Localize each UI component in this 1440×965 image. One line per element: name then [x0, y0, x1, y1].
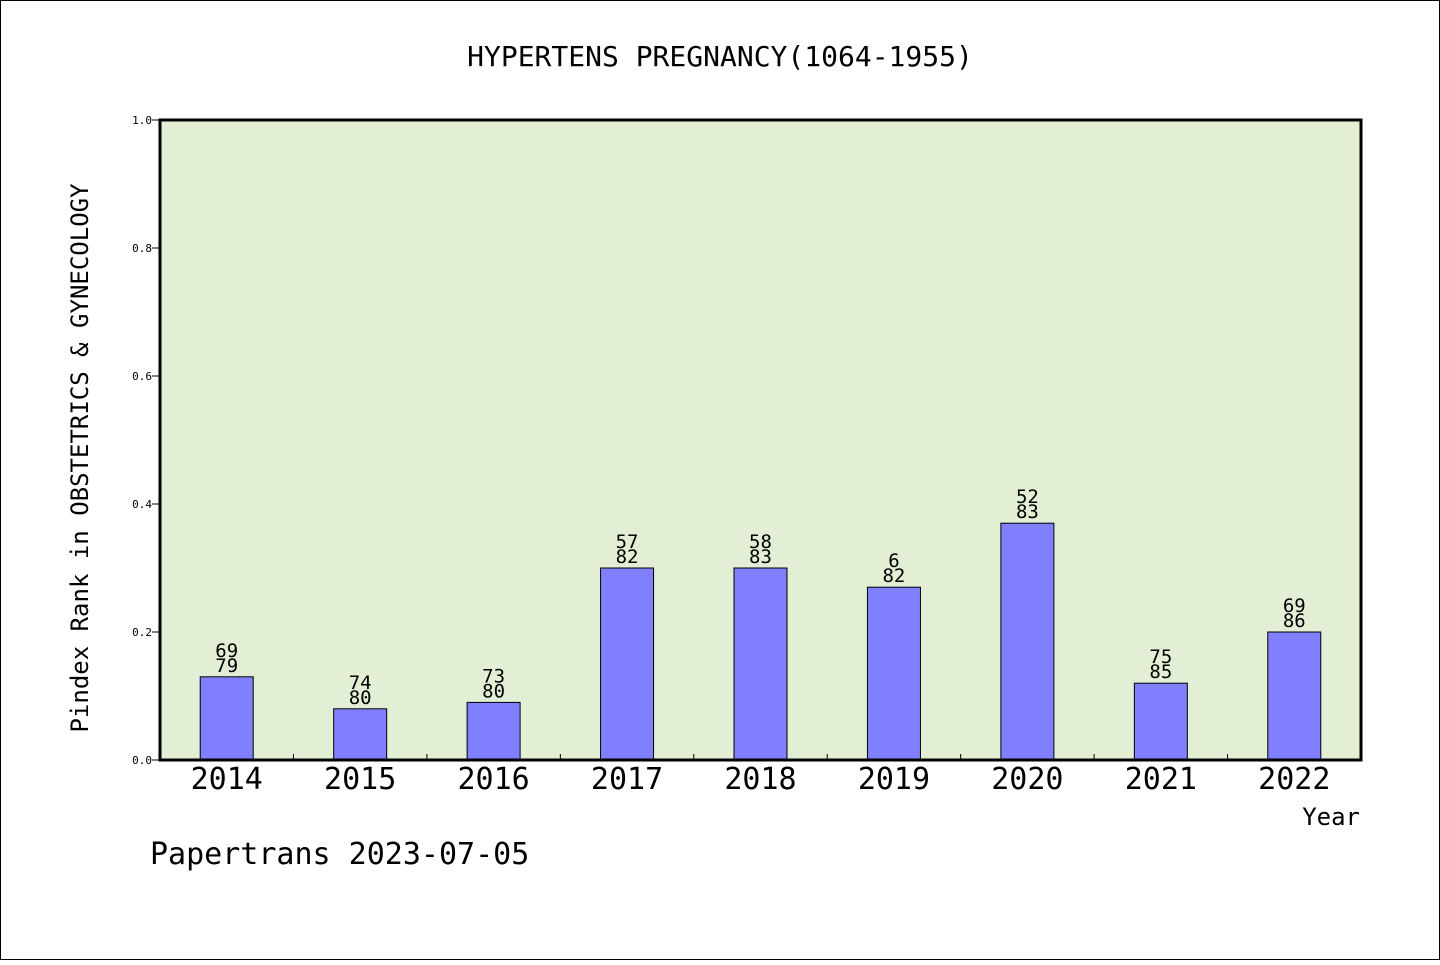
y-axis: 0.0 0.2 0.4 0.6 0.8 1.0: [132, 114, 160, 767]
x-tick-label: 2021: [1125, 762, 1197, 797]
bar-2015: [333, 708, 388, 761]
x-tick-label: 2022: [1258, 762, 1330, 797]
x-tick-label: 2017: [591, 762, 663, 797]
bar-label-top: 69: [1283, 595, 1306, 617]
bar-2017: [600, 567, 655, 761]
x-tick-label: 2020: [991, 762, 1063, 797]
bar-label-bottom: 83: [749, 546, 772, 568]
bar-label-bottom: 80: [349, 687, 372, 709]
bar-2022: [1267, 631, 1322, 761]
bar-2018: [733, 567, 788, 761]
bar-label-bottom: 80: [482, 680, 505, 702]
bar-label-top: 6: [888, 550, 899, 572]
x-axis: 2014 2015 2016 2017 2018 2019 2020 2021 2022: [191, 754, 1330, 797]
bar-label-bottom: 79: [215, 655, 238, 677]
bar-2020: [1000, 522, 1055, 761]
bar-label-top: 52: [1016, 486, 1039, 508]
x-tick-label: 2016: [457, 762, 529, 797]
y-tick-label: 1.0: [132, 114, 152, 127]
footer-text: Papertrans 2023-07-05: [150, 837, 529, 872]
bar-label-bottom: 82: [616, 546, 639, 568]
bar-2016: [466, 701, 521, 761]
bar-label-top: 74: [349, 672, 372, 694]
x-tick-label: 2019: [858, 762, 930, 797]
bar-2014: [199, 676, 254, 761]
plot-border: [158, 118, 1363, 762]
bar-label-top: 57: [616, 531, 639, 553]
x-axis-label: Year: [1302, 803, 1360, 831]
bar-label-top: 69: [215, 640, 238, 662]
bar-2019: [866, 586, 921, 761]
y-tick-label: 0.8: [132, 242, 152, 255]
bar-label-bottom: 86: [1283, 610, 1306, 632]
bar-label-top: 75: [1149, 646, 1172, 668]
x-tick-label: 2015: [324, 762, 396, 797]
y-axis-label: Pindex Rank in OBSTETRICS & GYNECOLOGY: [66, 183, 94, 733]
bar-label-bottom: 83: [1016, 501, 1039, 523]
bar-2021: [1133, 682, 1188, 761]
y-tick-label: 0.4: [132, 498, 152, 511]
chart-title: HYPERTENS PREGNANCY(1064-1955): [467, 40, 973, 73]
bar-label-top: 58: [749, 531, 772, 553]
bar-label-bottom: 85: [1149, 661, 1172, 683]
y-tick-label: 0.0: [132, 754, 152, 767]
bar-label-top: 73: [482, 665, 505, 687]
bar-label-bottom: 82: [882, 565, 905, 587]
x-tick-label: 2014: [191, 762, 263, 797]
y-tick-label: 0.6: [132, 370, 152, 383]
y-tick-label: 0.2: [132, 626, 152, 639]
x-tick-label: 2018: [724, 762, 796, 797]
